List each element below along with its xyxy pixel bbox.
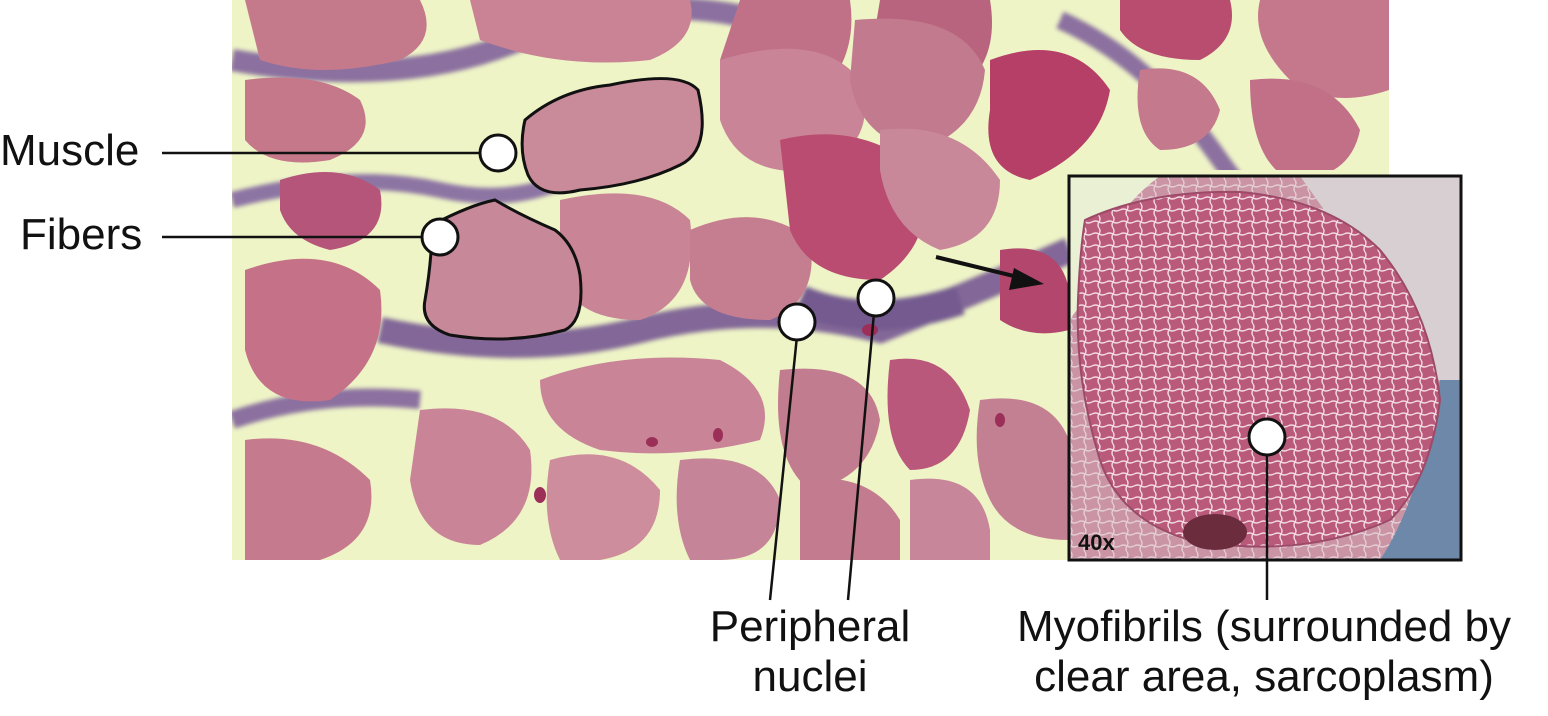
micrograph: [232, 0, 1389, 560]
fibers-marker: [420, 217, 460, 257]
myofibrils-marker: [1247, 417, 1287, 457]
peripheral-nucleus-marker-1: [777, 302, 817, 342]
outlined-fibers: [422, 77, 704, 341]
label-peripheral-line1: Peripheral: [709, 602, 911, 651]
magnification-label: 40x: [1078, 530, 1115, 555]
nucleus: [1183, 514, 1247, 550]
label-peripheral-nuclei: Peripheral nuclei: [690, 602, 930, 702]
label-myofibrils-line1: Myofibrils (surrounded by: [1017, 602, 1511, 651]
label-fibers: Fibers: [20, 210, 143, 259]
inset-border: [1067, 174, 1463, 562]
label-muscle: Muscle: [0, 126, 140, 175]
peripheral-nucleus-marker-2: [856, 278, 896, 318]
label-myofibrils: Myofibrils (surrounded by clear area, sa…: [980, 602, 1548, 702]
callout-markers: [420, 133, 1287, 457]
muscle-marker: [478, 133, 518, 173]
label-peripheral-line2: nuclei: [752, 652, 868, 701]
peripheral-leader-line-2: [846, 312, 876, 601]
peripheral-leader-line-1: [768, 335, 799, 601]
label-myofibrils-line2: clear area, sarcoplasm): [1034, 652, 1494, 701]
zoom-arrow: [935, 255, 1044, 290]
inset-micrograph: 40x: [1067, 174, 1463, 562]
muscle-fibers: [245, 0, 1389, 560]
leader-lines: [162, 151, 1269, 601]
nuclei-dots: [534, 324, 1005, 503]
